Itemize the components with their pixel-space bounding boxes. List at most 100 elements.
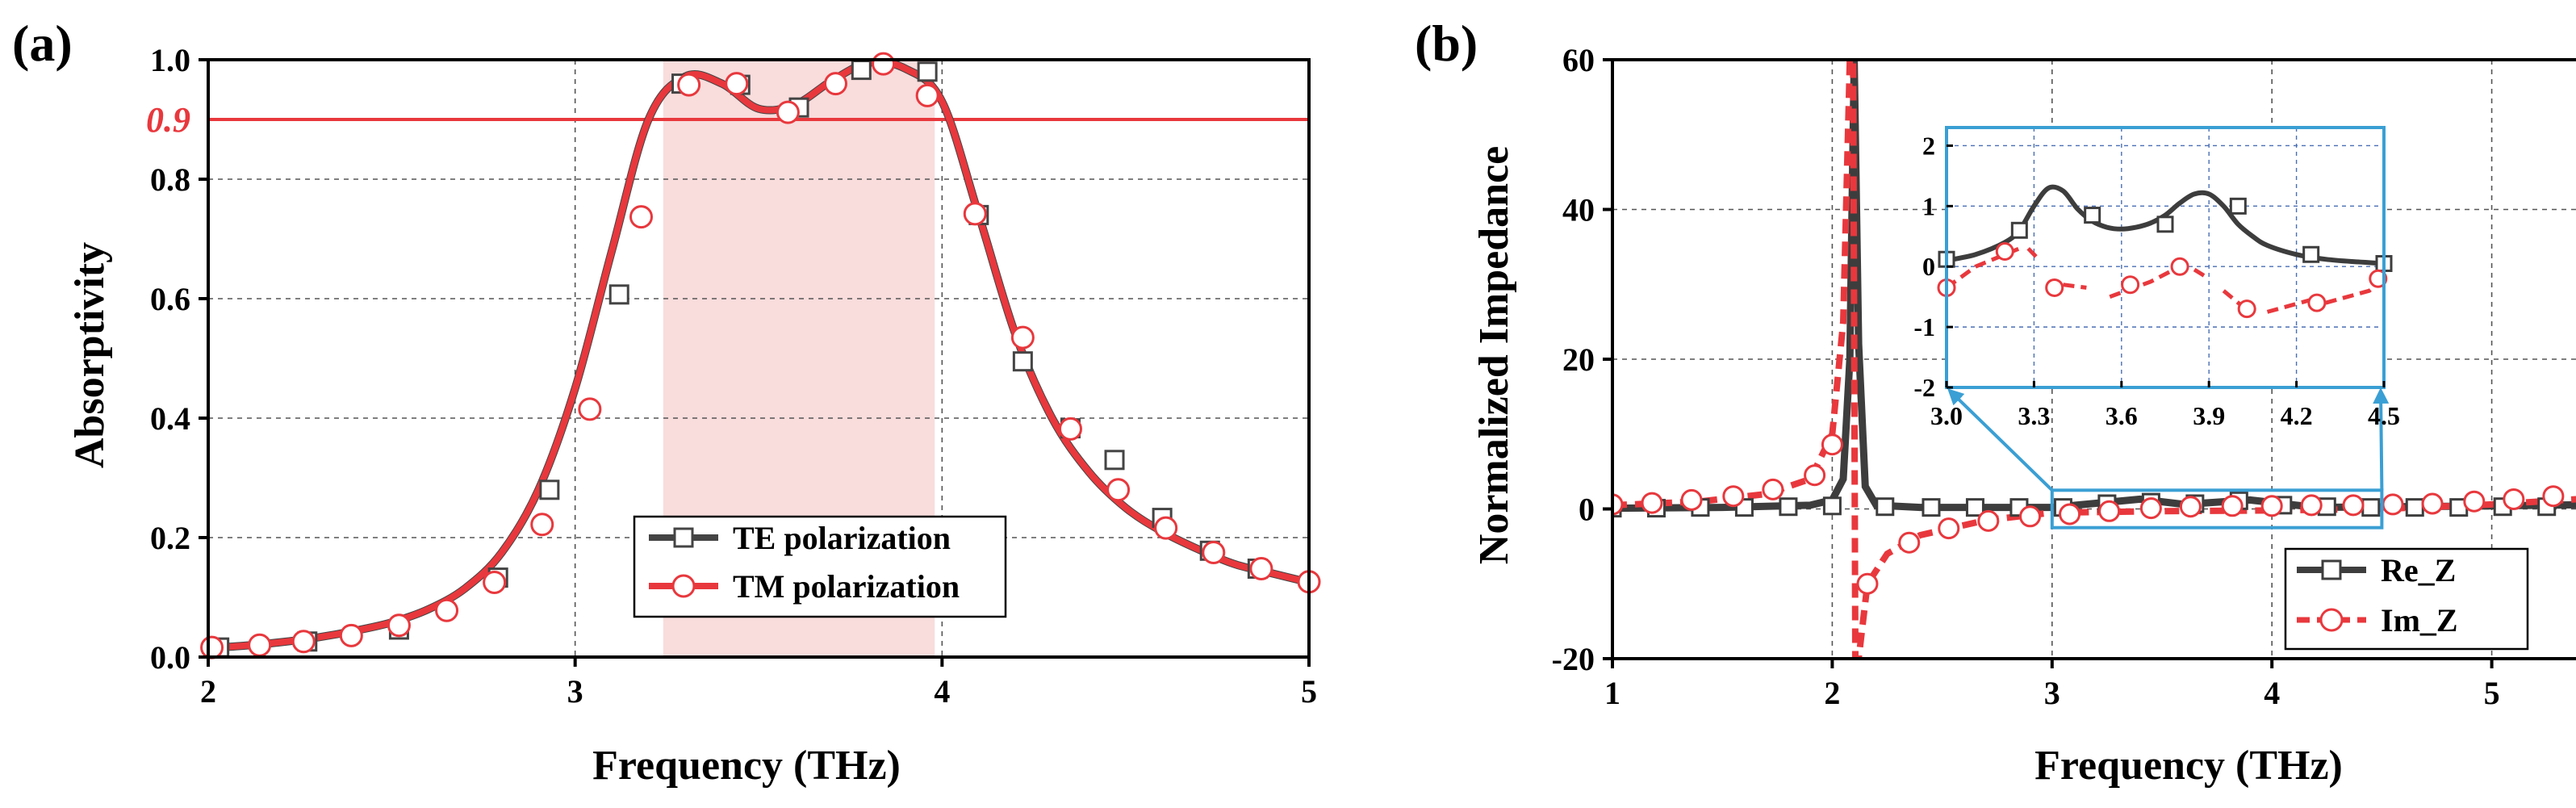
inset-ytick-label: -2 xyxy=(1913,373,1935,402)
panel-b-xtick-label: 1 xyxy=(1604,675,1620,711)
panel-a-marker-circle xyxy=(339,623,363,647)
panel-b-marker-circle xyxy=(1762,478,1784,500)
panel-b-marker-circle xyxy=(1641,492,1663,514)
panel-a-marker-circle xyxy=(483,571,507,594)
inset-series-segment-im-z xyxy=(2266,297,2312,314)
panel-a-xlabel: Frequency (THz) xyxy=(592,743,901,789)
panel-b-xtick-label: 5 xyxy=(2484,675,2500,711)
zoom-connector-left xyxy=(1947,388,2054,492)
panel-a-marker-circle xyxy=(578,397,602,421)
panel-b-ytick-label: 60 xyxy=(1562,42,1595,78)
panel-a-label: (a) xyxy=(12,15,73,72)
inset-xtick-label: 3.0 xyxy=(1930,401,1963,430)
panel-a-marker-square xyxy=(851,60,872,81)
legend-im-z-label: Im_Z xyxy=(2381,602,2458,638)
panel-a-marker-circle xyxy=(725,72,749,96)
panel-b-marker-circle xyxy=(2503,488,2525,510)
panel-b-ylabel: Normalized Impedance xyxy=(1471,146,1517,564)
panel-b-marker-circle xyxy=(2139,497,2162,520)
panel-b-marker-circle xyxy=(2221,495,2244,517)
panel-a-ytick-label: 0.0 xyxy=(150,639,190,676)
panel-b-legend: Re_Z Im_Z xyxy=(2284,547,2529,651)
panel-a-marker-circle xyxy=(1154,516,1178,540)
panel-a-marker-circle xyxy=(629,205,654,229)
inset-marker-square xyxy=(2229,197,2247,215)
panel-a-marker-circle xyxy=(1249,556,1273,580)
panel-a-marker-circle xyxy=(872,52,896,76)
legend-tm-label: TM polarization xyxy=(733,568,960,605)
panel-a-xtick-label: 5 xyxy=(1301,673,1317,710)
panel-a-ytick-label: 0.2 xyxy=(150,520,190,556)
inset-xtick-label: 3.9 xyxy=(2193,401,2225,430)
panel-a-marker-square xyxy=(539,479,560,500)
panel-a-frame xyxy=(207,58,1311,659)
inset-ytick-label: 0 xyxy=(1922,252,1935,281)
inset-ytick-label: 2 xyxy=(1922,131,1935,160)
panel-a-marker-circle xyxy=(677,73,701,97)
inset-ytick-label: 1 xyxy=(1922,191,1935,220)
panel-a-marker-circle xyxy=(200,635,224,659)
zoom-connector-right xyxy=(2373,387,2390,491)
panel-b-marker-circle xyxy=(2421,492,2444,515)
panel-b-marker-circle xyxy=(1938,517,1960,540)
panel-a-marker-square xyxy=(1104,450,1125,471)
inset-marker-circle xyxy=(2170,257,2189,276)
panel-a-marker-circle xyxy=(1010,325,1035,350)
panel-b-xtick-label: 3 xyxy=(2044,675,2060,711)
inset-series-segment-im-z xyxy=(2222,289,2254,317)
panel-b-marker-square xyxy=(1822,496,1842,516)
panel-a-xtick-label: 2 xyxy=(200,673,216,710)
inset-series-segment-im-z xyxy=(2193,267,2210,281)
panel-b-marker-circle xyxy=(2059,503,2081,525)
inset-marker-square xyxy=(2156,216,2174,233)
inset-xtick-label: 4.2 xyxy=(2281,401,2313,430)
panel-b-marker-square xyxy=(1779,497,1798,517)
panel-a-marker-circle xyxy=(1106,478,1131,502)
panel-b-marker-circle xyxy=(2463,490,2486,513)
panel-b-marker-circle xyxy=(2542,485,2565,508)
inset-marker-square xyxy=(2010,221,2028,239)
panel-b-marker-square xyxy=(2405,498,2424,517)
legend-re-z-label: Re_Z xyxy=(2381,552,2456,588)
panel-a-ytick-label: 0.8 xyxy=(150,161,190,198)
inset-marker-circle xyxy=(2307,293,2327,312)
panel-b-marker-circle xyxy=(2019,505,2042,528)
panel-a-marker-circle xyxy=(291,630,316,654)
panel-b-marker-circle xyxy=(1612,493,1624,516)
panel-a-marker-circle xyxy=(435,598,459,622)
panel-b-marker-circle xyxy=(2382,493,2404,516)
panel-b-xtick-label: 2 xyxy=(1824,675,1840,711)
panel-a-marker-circle xyxy=(915,83,939,107)
inset-marker-square xyxy=(2084,207,2101,224)
panel-b-marker-circle xyxy=(2260,495,2283,517)
panel-a-marker-circle xyxy=(823,72,847,96)
inset-series-segment-im-z xyxy=(2109,264,2181,299)
panel-b-label: (b) xyxy=(1415,15,1478,72)
inset-xtick-label: 4.5 xyxy=(2368,401,2400,430)
panel-a-marker-square xyxy=(608,284,629,305)
panel-b-marker-circle xyxy=(2300,494,2323,517)
panel-a-marker-circle xyxy=(1058,417,1082,441)
panel-b-marker-square xyxy=(1876,497,1895,517)
panel-b-marker-square xyxy=(1965,498,1984,517)
panel-b-marker-square xyxy=(2361,498,2381,517)
panel-b-marker-circle xyxy=(2098,500,2121,522)
panel-a-marker-square xyxy=(1012,351,1033,372)
panel-b-marker-circle xyxy=(1856,572,1879,595)
panel-a-ytick-label: 0.6 xyxy=(150,281,190,317)
panel-a-ytick-label: 1.0 xyxy=(150,42,190,78)
inset-marker-circle xyxy=(2121,275,2140,295)
panel-b-marker-circle xyxy=(1821,433,1843,456)
panel-b-zoom-box xyxy=(2050,488,2384,530)
panel-b-ytick-label: 40 xyxy=(1562,192,1595,228)
panel-a-marker-circle xyxy=(387,613,411,638)
inset-marker-circle xyxy=(2045,278,2064,297)
inset-marker-square xyxy=(2302,245,2320,263)
inset-marker-circle xyxy=(2237,299,2256,319)
panel-b-marker-circle xyxy=(1898,531,1921,554)
panel-b-xlabel: Frequency (THz) xyxy=(2034,743,2343,789)
panel-b-ytick-label: 20 xyxy=(1562,341,1595,378)
panel-a-ytick-label: 0.4 xyxy=(150,400,190,437)
inset-frame xyxy=(1945,126,2386,389)
